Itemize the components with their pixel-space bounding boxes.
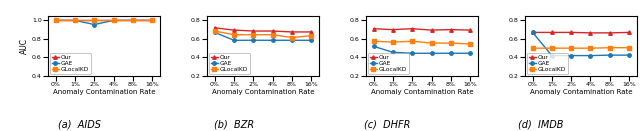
GAE — [71, 20, 79, 21]
GAE — [230, 40, 238, 41]
GLocalKD — [90, 20, 98, 21]
GLocalKD — [52, 20, 60, 21]
GAE — [529, 32, 536, 33]
GLocalKD — [148, 20, 156, 21]
X-axis label: Anomaly Contamination Rate: Anomaly Contamination Rate — [52, 89, 156, 95]
Our — [370, 28, 378, 29]
Y-axis label: AUC: AUC — [20, 38, 29, 54]
GLocalKD — [428, 42, 435, 44]
Our — [211, 27, 218, 29]
GLocalKD — [370, 40, 378, 42]
Line: Our: Our — [372, 27, 472, 32]
GLocalKD — [110, 20, 118, 21]
GAE — [447, 53, 454, 54]
X-axis label: Anomaly Contamination Rate: Anomaly Contamination Rate — [212, 89, 314, 95]
GAE — [129, 20, 137, 21]
Text: (b)  BZR: (b) BZR — [214, 120, 253, 130]
GAE — [211, 32, 218, 33]
Our — [71, 20, 79, 21]
GLocalKD — [587, 47, 595, 49]
Line: GAE: GAE — [54, 19, 154, 26]
Legend: Our, GAE, GLocalKD: Our, GAE, GLocalKD — [209, 53, 250, 74]
GAE — [288, 40, 296, 41]
GAE — [408, 53, 416, 54]
Our — [269, 30, 276, 32]
X-axis label: Anomaly Contamination Rate: Anomaly Contamination Rate — [529, 89, 632, 95]
GLocalKD — [71, 20, 79, 21]
Line: GAE: GAE — [213, 31, 313, 42]
GAE — [370, 46, 378, 47]
Our — [408, 28, 416, 29]
Our — [52, 20, 60, 21]
GLocalKD — [389, 41, 397, 43]
Our — [307, 31, 315, 33]
Our — [606, 32, 614, 34]
Our — [90, 20, 98, 21]
Our — [129, 20, 137, 21]
GAE — [250, 40, 257, 41]
Our — [567, 32, 575, 33]
X-axis label: Anomaly Contamination Rate: Anomaly Contamination Rate — [371, 89, 473, 95]
GAE — [606, 54, 614, 56]
Our — [389, 29, 397, 30]
GLocalKD — [467, 43, 474, 45]
GAE — [307, 40, 315, 41]
GLocalKD — [408, 40, 416, 42]
GAE — [148, 20, 156, 21]
Our — [529, 32, 536, 33]
GAE — [389, 52, 397, 53]
Our — [625, 32, 633, 33]
GLocalKD — [606, 47, 614, 48]
GAE — [110, 20, 118, 21]
GLocalKD — [288, 37, 296, 38]
GLocalKD — [548, 47, 556, 49]
GLocalKD — [567, 47, 575, 49]
Line: GLocalKD: GLocalKD — [54, 19, 154, 22]
GLocalKD — [269, 34, 276, 36]
GAE — [90, 24, 98, 25]
Text: (d)  IMDB: (d) IMDB — [518, 120, 564, 130]
Line: Our: Our — [213, 26, 313, 34]
GLocalKD — [250, 34, 257, 36]
Line: GAE: GAE — [372, 45, 472, 55]
Our — [447, 29, 454, 30]
Line: GLocalKD: GLocalKD — [213, 29, 313, 39]
Line: GAE: GAE — [531, 31, 631, 57]
Line: GLocalKD: GLocalKD — [531, 46, 631, 50]
GLocalKD — [211, 30, 218, 32]
GAE — [625, 54, 633, 56]
GLocalKD — [129, 20, 137, 21]
GAE — [587, 55, 595, 56]
Line: Our: Our — [54, 19, 154, 22]
GAE — [567, 55, 575, 56]
Our — [250, 30, 257, 32]
Legend: Our, GAE, GLocalKD: Our, GAE, GLocalKD — [50, 53, 91, 74]
Our — [230, 29, 238, 31]
GAE — [52, 20, 60, 21]
Legend: Our, GAE, GLocalKD: Our, GAE, GLocalKD — [527, 53, 568, 74]
Our — [467, 29, 474, 31]
Our — [428, 29, 435, 31]
GLocalKD — [230, 34, 238, 36]
Text: (c)  DHFR: (c) DHFR — [364, 120, 410, 130]
Our — [288, 31, 296, 33]
Legend: Our, GAE, GLocalKD: Our, GAE, GLocalKD — [367, 53, 409, 74]
GLocalKD — [447, 42, 454, 44]
GAE — [467, 53, 474, 54]
Our — [587, 32, 595, 34]
GAE — [269, 40, 276, 41]
GAE — [428, 53, 435, 54]
GAE — [548, 55, 556, 56]
GLocalKD — [307, 35, 315, 36]
GLocalKD — [529, 47, 536, 49]
Line: GLocalKD: GLocalKD — [372, 39, 472, 46]
Text: (a)  AIDS: (a) AIDS — [58, 120, 102, 130]
Line: Our: Our — [531, 31, 631, 35]
Our — [110, 20, 118, 21]
GLocalKD — [625, 47, 633, 48]
Our — [148, 20, 156, 21]
Our — [548, 32, 556, 33]
